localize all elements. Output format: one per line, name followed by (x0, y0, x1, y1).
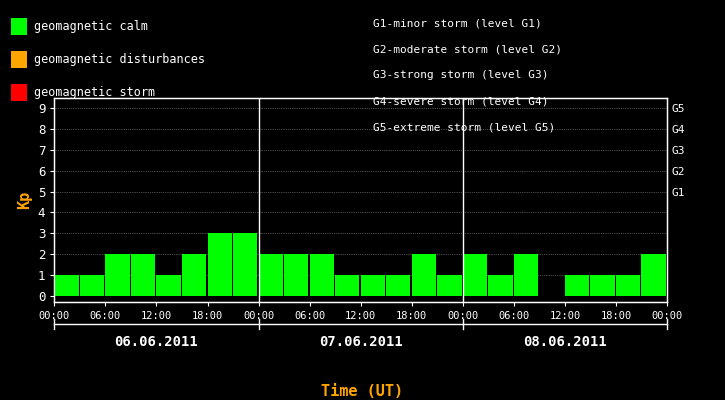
Text: geomagnetic disturbances: geomagnetic disturbances (34, 53, 205, 66)
Text: G3-strong storm (level G3): G3-strong storm (level G3) (373, 70, 549, 80)
Text: 07.06.2011: 07.06.2011 (319, 335, 402, 349)
Bar (233, 233, 257, 296)
Bar (489, 275, 513, 296)
Text: geomagnetic calm: geomagnetic calm (34, 20, 148, 33)
Bar (284, 254, 308, 296)
Bar (590, 275, 615, 296)
Bar (105, 254, 130, 296)
Text: G5-extreme storm (level G5): G5-extreme storm (level G5) (373, 122, 555, 132)
Text: 06.06.2011: 06.06.2011 (115, 335, 199, 349)
Bar (131, 254, 155, 296)
Text: G1-minor storm (level G1): G1-minor storm (level G1) (373, 18, 542, 28)
Bar (463, 254, 487, 296)
Bar (514, 254, 538, 296)
Bar (182, 254, 206, 296)
Bar (259, 254, 283, 296)
Bar (386, 275, 410, 296)
Text: G4-severe storm (level G4): G4-severe storm (level G4) (373, 96, 549, 106)
Y-axis label: Kp: Kp (17, 191, 33, 209)
Bar (360, 275, 385, 296)
Bar (54, 275, 78, 296)
Text: G2-moderate storm (level G2): G2-moderate storm (level G2) (373, 44, 563, 54)
Bar (437, 275, 462, 296)
Text: 08.06.2011: 08.06.2011 (523, 335, 607, 349)
Bar (412, 254, 436, 296)
Bar (310, 254, 334, 296)
Bar (80, 275, 104, 296)
Bar (565, 275, 589, 296)
Bar (616, 275, 640, 296)
Text: geomagnetic storm: geomagnetic storm (34, 86, 155, 99)
Bar (335, 275, 360, 296)
Bar (157, 275, 181, 296)
Bar (207, 233, 232, 296)
Bar (642, 254, 666, 296)
Text: Time (UT): Time (UT) (321, 384, 404, 399)
